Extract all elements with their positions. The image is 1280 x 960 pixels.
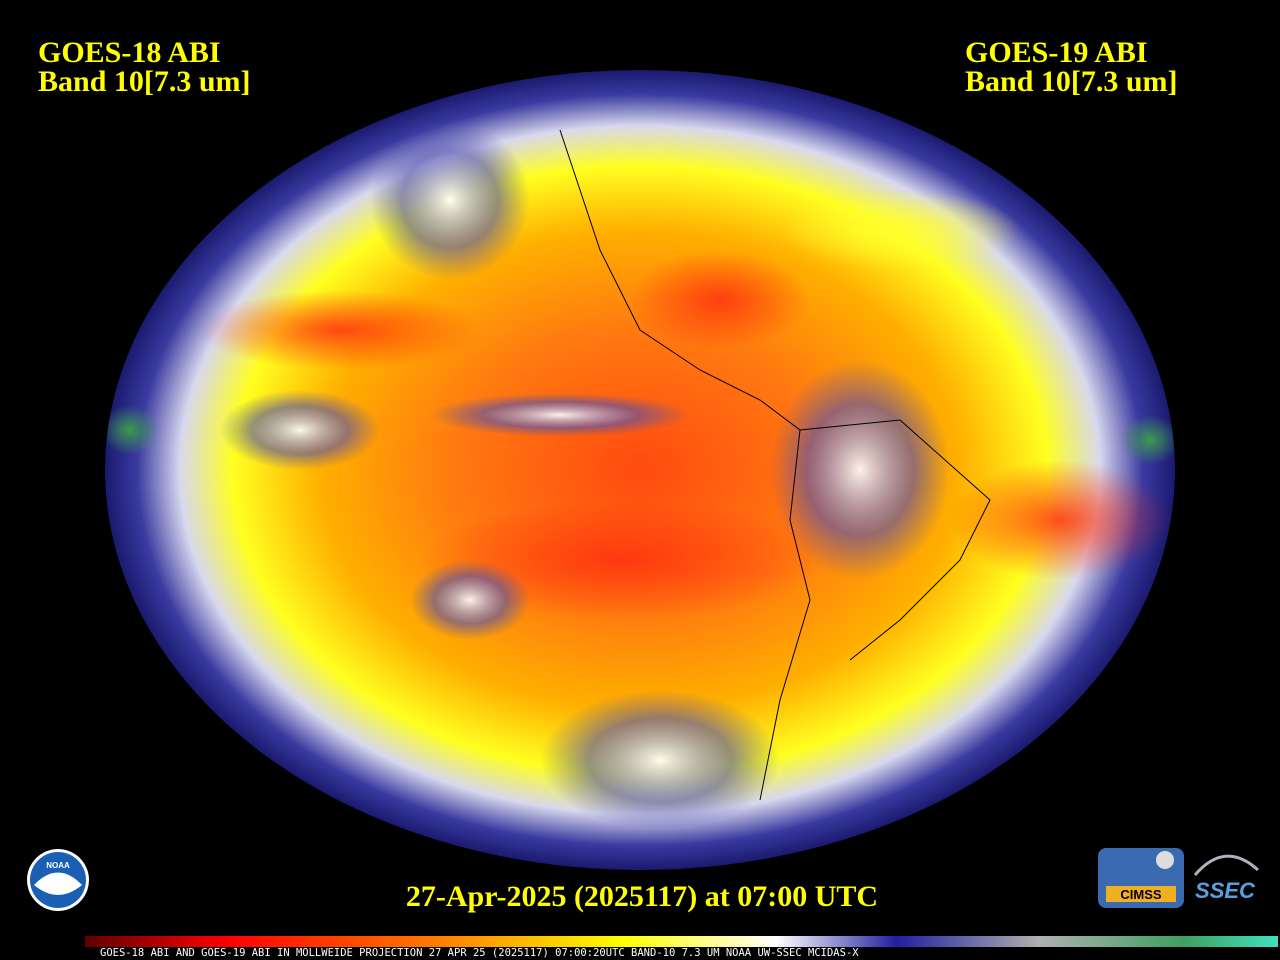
dry-region [630, 250, 810, 350]
cimss-logo: CIMSS [1098, 848, 1184, 908]
right-satellite: GOES-19 ABI [965, 36, 1148, 69]
noaa-logo: NOAA [27, 849, 89, 911]
ssec-arc [1193, 854, 1260, 876]
mid-region [780, 190, 1020, 270]
globe-fill [105, 70, 1175, 870]
colorbar [85, 936, 1278, 947]
moist-region [770, 360, 950, 580]
left-satellite: GOES-18 ABI [38, 36, 221, 69]
left-band: Band 10[7.3 um] [38, 65, 251, 98]
globe [105, 70, 1175, 870]
moist-region [430, 393, 690, 437]
moist-region [540, 690, 780, 830]
timestamp: 27-Apr-2025 (2025117) at 07:00 UTC [406, 880, 878, 913]
coastline [559, 129, 811, 801]
cimss-text: CIMSS [1120, 887, 1162, 902]
noaa-text: NOAA [46, 861, 70, 870]
colorbar-caption: GOES-18 ABI AND GOES-19 ABI IN MOLLWEIDE… [100, 947, 859, 959]
coastline [799, 419, 991, 661]
moist-region [410, 560, 530, 640]
cimss-band [1106, 886, 1176, 902]
moist-region [370, 120, 530, 280]
moist-region [220, 390, 380, 470]
ssec-logo: SSEC [1193, 854, 1260, 903]
cold-cloud [1120, 415, 1175, 465]
noaa-bird [34, 872, 82, 895]
ssec-text: SSEC [1195, 878, 1256, 903]
cold-cloud [105, 405, 160, 455]
right-band: Band 10[7.3 um] [965, 65, 1178, 98]
dry-region [200, 290, 480, 370]
cimss-dome [1156, 851, 1174, 869]
dry-region [950, 460, 1170, 580]
